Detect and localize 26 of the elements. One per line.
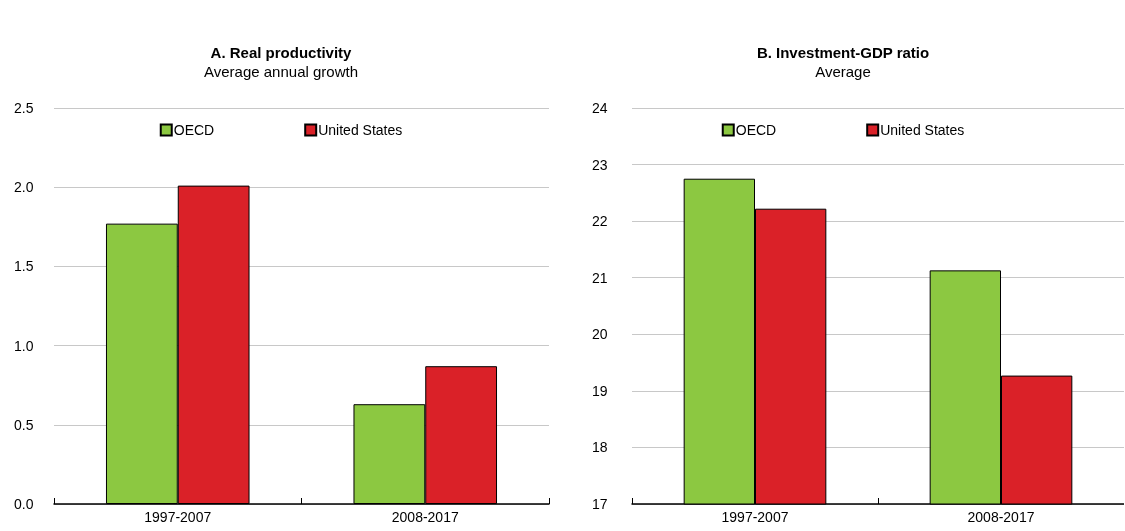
y-tick-label: 23 <box>592 156 608 173</box>
chart-title: B. Investment-GDP ratio <box>756 44 930 61</box>
legend-label: OECD <box>735 122 777 138</box>
y-tick-label: 18 <box>592 439 608 456</box>
legend-label: OECD <box>173 122 215 138</box>
legend-label: United States <box>880 122 965 138</box>
legend-label: United States <box>318 122 403 138</box>
y-tick-label: 1.5 <box>14 258 34 275</box>
chart-title: A. Real productivity <box>210 44 353 61</box>
y-tick-label: 19 <box>592 382 608 399</box>
y-tick-label: 22 <box>592 213 608 230</box>
x-tick-label: 1997-2007 <box>721 509 789 525</box>
x-tick-label: 1997-2007 <box>144 509 212 525</box>
y-tick-label: 2.5 <box>14 100 34 116</box>
y-tick-label: 1.0 <box>14 337 34 354</box>
x-tick-label: 2008-2017 <box>967 509 1035 525</box>
y-tick-label: 17 <box>592 496 608 512</box>
y-tick-label: 20 <box>592 326 608 343</box>
chart-subtitle: Average <box>815 63 871 80</box>
y-tick-label: 24 <box>592 100 608 116</box>
chart-subtitle: Average annual growth <box>204 63 358 80</box>
x-tick-label: 2008-2017 <box>391 509 459 525</box>
y-tick-label: 0.0 <box>14 496 34 512</box>
y-tick-label: 2.0 <box>14 179 34 196</box>
y-tick-label: 21 <box>592 269 608 286</box>
y-tick-label: 0.5 <box>14 416 34 433</box>
